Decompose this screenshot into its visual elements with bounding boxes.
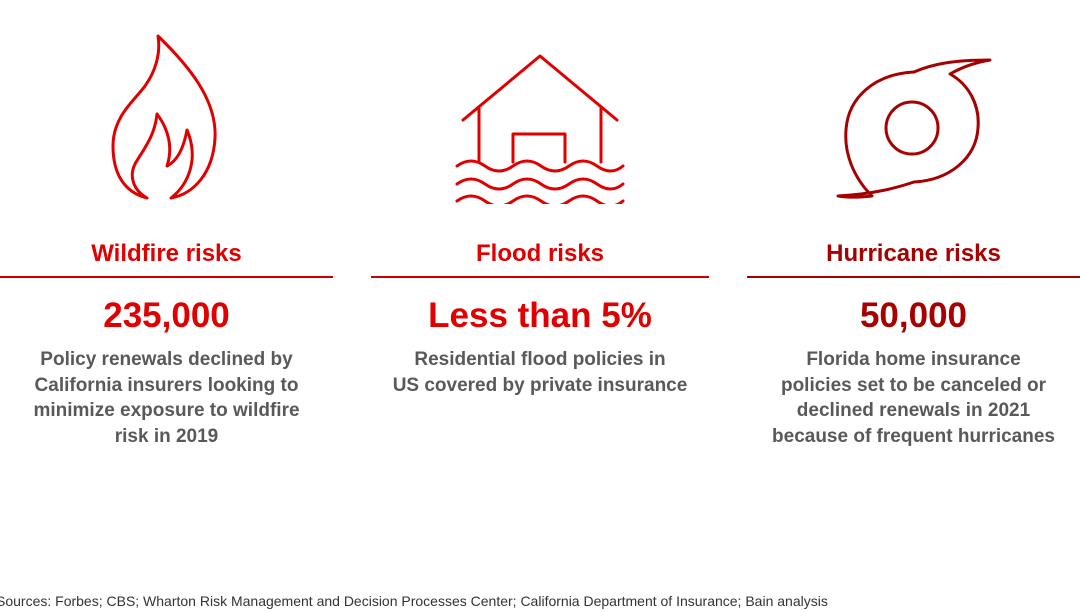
panel-title: Hurricane risks (826, 240, 1001, 267)
description-line: Policy renewals declined by (40, 349, 293, 370)
hurricane-icon (836, 56, 992, 202)
panel-description: Florida home insurance policies set to b… (747, 347, 1080, 449)
panel-title: Wildfire risks (91, 240, 242, 267)
panel-hurricane: Hurricane risks 50,000 Florida home insu… (747, 0, 1080, 470)
panel-stat: Less than 5% (428, 296, 652, 335)
panel-description: Residential flood policies in US covered… (371, 347, 709, 398)
flooded-house-icon (455, 54, 625, 204)
description-line: California insurers looking to (34, 374, 299, 396)
description-line: declined renewals in 2021 (796, 400, 1031, 421)
description-line: because of frequent hurricanes (772, 425, 1055, 447)
panel-flood: Flood risks Less than 5% Residential flo… (371, 0, 709, 470)
description-line: risk in 2019 (114, 425, 219, 447)
panel-stat: 235,000 (103, 296, 230, 335)
divider (747, 276, 1080, 278)
description-line: minimize exposure to wildfire (33, 400, 300, 421)
panel-wildfire: Wildfire risks 235,000 Policy renewals d… (0, 0, 333, 470)
divider (371, 276, 709, 278)
panel-description: Policy renewals declined by California i… (0, 347, 333, 449)
panel-title: Flood risks (475, 240, 605, 267)
description-line: policies set to be canceled or (780, 374, 1047, 396)
description-line: US covered by private insurance (392, 374, 688, 396)
panel-stat: 50,000 (859, 296, 968, 335)
flame-icon (111, 34, 223, 202)
divider (0, 276, 333, 278)
description-line: Residential flood policies in (414, 349, 666, 370)
description-line: Florida home insurance (806, 349, 1021, 370)
sources-note: Sources: Forbes; CBS; Wharton Risk Manag… (0, 593, 828, 609)
